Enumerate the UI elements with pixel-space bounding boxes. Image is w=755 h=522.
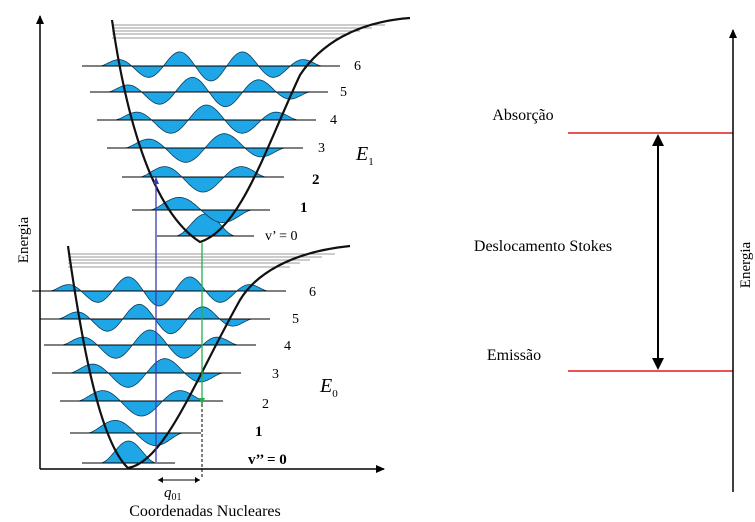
lower-level-0-wavefunction xyxy=(100,440,157,464)
lower-level-label-0: v’’ = 0 xyxy=(248,452,287,468)
lower-level-label-4: 4 xyxy=(284,339,291,354)
lower-level-2-wavefunction xyxy=(77,390,206,417)
upper-level-label-4: 4 xyxy=(330,113,337,128)
upper-potential-curve xyxy=(110,16,411,244)
upper-level-label-3: 3 xyxy=(318,141,325,156)
absorption-label: Absorção xyxy=(492,107,553,124)
emission-label: Emissão xyxy=(487,347,541,364)
upper-level-label-2: 2 xyxy=(312,172,320,188)
upper-level-label-6: 6 xyxy=(354,59,361,74)
lower-level-label-2: 2 xyxy=(262,397,269,412)
lower-level-label-6: 6 xyxy=(309,285,316,300)
upper-level-label-5: 5 xyxy=(340,85,347,100)
lower-state-label: E0 xyxy=(319,375,338,400)
lower-level-label-1: 1 xyxy=(255,424,263,440)
upper-level-label-0: v’ = 0 xyxy=(265,229,298,244)
lower-level-label-5: 5 xyxy=(292,312,299,327)
left-y-axis-label: Energia xyxy=(16,216,32,263)
lower-level-label-3: 3 xyxy=(272,367,279,382)
lower-potential-curve xyxy=(66,244,351,470)
stokes-shift-label: Deslocamento Stokes xyxy=(474,238,612,255)
upper-continuum-lines xyxy=(112,24,385,39)
upper-wavefunctions xyxy=(82,51,340,237)
upper-level-label-1: 1 xyxy=(300,200,308,216)
lower-level-4-wavefunction xyxy=(61,329,239,359)
lower-continuum-lines xyxy=(68,253,335,268)
q01-label: q01 xyxy=(164,485,182,503)
upper-state-label: E1 xyxy=(355,143,374,168)
right-y-axis-label: Energia xyxy=(738,241,754,288)
upper-level-4-wavefunction xyxy=(114,104,299,134)
right-stokes-diagram: Absorção Deslocamento Stokes Emissão Ene… xyxy=(474,29,754,492)
left-x-axis-label: Coordenadas Nucleares xyxy=(129,503,281,520)
upper-level-2-wavefunction xyxy=(139,166,267,193)
lower-wavefunctions xyxy=(32,276,286,464)
